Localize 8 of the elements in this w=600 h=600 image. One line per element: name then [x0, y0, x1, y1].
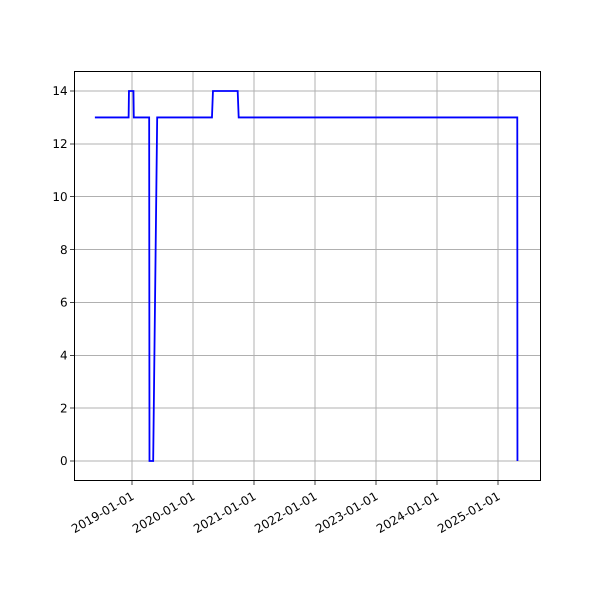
y-tick-label: 6	[60, 296, 68, 310]
y-tick-label: 12	[52, 137, 68, 152]
y-tick-label: 0	[60, 454, 68, 468]
y-tick-label: 8	[60, 242, 68, 257]
y-tick-label: 2	[60, 401, 68, 416]
y-tick-label: 14	[52, 84, 68, 98]
y-tick-label: 10	[52, 190, 68, 204]
y-tick-label: 4	[60, 348, 68, 362]
